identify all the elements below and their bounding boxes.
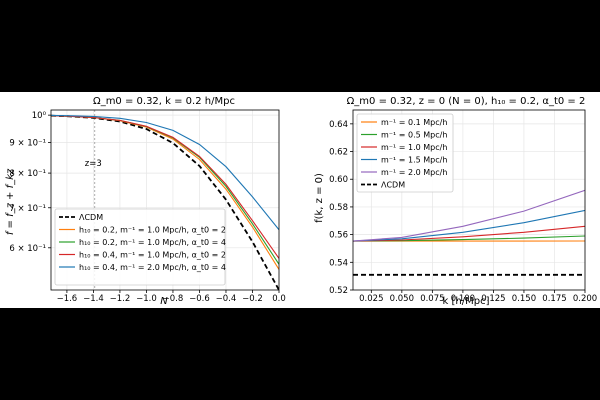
right-xtick-label: 0.150: [512, 294, 536, 304]
right-title: Ω_m0 = 0.32, z = 0 (N = 0), h₁₀ = 0.2, α…: [347, 96, 586, 107]
right-series-line-3: [353, 209, 585, 242]
left-legend-label: h₁₀ = 0.4, m⁻¹ = 1.0 Mpc/h, α_t0 = 2: [79, 251, 226, 260]
right-ytick-label: 0.52: [329, 286, 348, 296]
right-xtick-label: 0.075: [420, 294, 444, 304]
left-xtick-label: −1.0: [136, 294, 157, 304]
right-ylabel: f(k, z = 0): [314, 173, 325, 223]
right-ytick-label: 0.56: [329, 231, 348, 241]
right-xtick-label: 0.100: [451, 294, 475, 304]
right-xtick-label: 0.125: [481, 294, 505, 304]
right-xtick-label: 0.050: [390, 294, 414, 304]
left-ytick-label: 9 × 10⁻¹: [9, 139, 46, 149]
right-series-line-4: [353, 189, 585, 242]
right-xtick-label: 0.175: [542, 294, 566, 304]
left-xtick-label: −0.6: [189, 294, 210, 304]
right-series-line-2: [353, 225, 585, 242]
right-legend-label: m⁻¹ = 0.1 Mpc/h: [381, 118, 447, 127]
figure-svg: Ω_m0 = 0.32, k = 0.2 h/Mpc N f = f_z + f…: [5, 96, 597, 307]
left-legend-box: [54, 208, 226, 286]
left-series-line-4: [51, 114, 279, 231]
left-legend-label: ΛCDM: [79, 213, 103, 222]
right-legend-label: m⁻¹ = 1.5 Mpc/h: [381, 156, 447, 165]
right-xlabel: k [h/Mpc]: [443, 296, 490, 307]
left-annotation-label: z=3: [85, 159, 102, 169]
left-xlabel: N: [160, 296, 168, 307]
right-ytick-label: 0.58: [329, 203, 348, 213]
left-legend-label: h₁₀ = 0.4, m⁻¹ = 2.0 Mpc/h, α_t0 = 4: [79, 263, 226, 272]
right-ytick-label: 0.62: [329, 148, 348, 158]
left-ytick-label: 10⁰: [32, 111, 47, 121]
left-series-line-3: [51, 115, 279, 259]
right-ytick-label: 0.60: [329, 175, 348, 185]
left-xtick-label: −0.4: [216, 294, 237, 304]
left-ytick-label: 8 × 10⁻¹: [9, 169, 46, 179]
right-legend-label: ΛCDM: [381, 181, 405, 190]
left-ytick-label: 7 × 10⁻¹: [9, 204, 46, 214]
left-panel: Ω_m0 = 0.32, k = 0.2 h/Mpc N f = f_z + f…: [5, 96, 286, 307]
left-axes-frame: [50, 109, 280, 291]
right-ytick-label: 0.64: [329, 120, 348, 130]
left-legend-label: h₁₀ = 0.2, m⁻¹ = 1.0 Mpc/h, α_t0 = 2: [79, 226, 226, 235]
left-xtick-label: −1.2: [110, 294, 131, 304]
left-ylabel: f = f_z + f_kz: [5, 168, 16, 235]
right-axes-frame: [352, 109, 586, 291]
right-legend-label: m⁻¹ = 1.0 Mpc/h: [381, 143, 447, 152]
right-panel: Ω_m0 = 0.32, z = 0 (N = 0), h₁₀ = 0.2, α…: [314, 96, 597, 307]
left-ytick-label: 6 × 10⁻¹: [9, 244, 46, 254]
right-xtick-label: 0.200: [573, 294, 597, 304]
right-xtick-label: 0.025: [359, 294, 383, 304]
left-legend-label: h₁₀ = 0.2, m⁻¹ = 1.0 Mpc/h, α_t0 = 4: [79, 238, 226, 247]
left-xtick-label: −0.2: [242, 294, 263, 304]
right-legend-box: [356, 113, 454, 193]
figure: Ω_m0 = 0.32, k = 0.2 h/Mpc N f = f_z + f…: [0, 92, 600, 308]
left-xtick-label: 0.0: [272, 294, 286, 304]
left-xtick-label: −1.6: [57, 294, 78, 304]
left-xtick-label: −1.4: [83, 294, 104, 304]
left-xtick-label: −0.8: [163, 294, 184, 304]
right-ytick-label: 0.54: [329, 258, 348, 268]
left-title: Ω_m0 = 0.32, k = 0.2 h/Mpc: [93, 96, 235, 107]
right-legend-label: m⁻¹ = 0.5 Mpc/h: [381, 131, 447, 140]
right-legend-label: m⁻¹ = 2.0 Mpc/h: [381, 168, 447, 177]
